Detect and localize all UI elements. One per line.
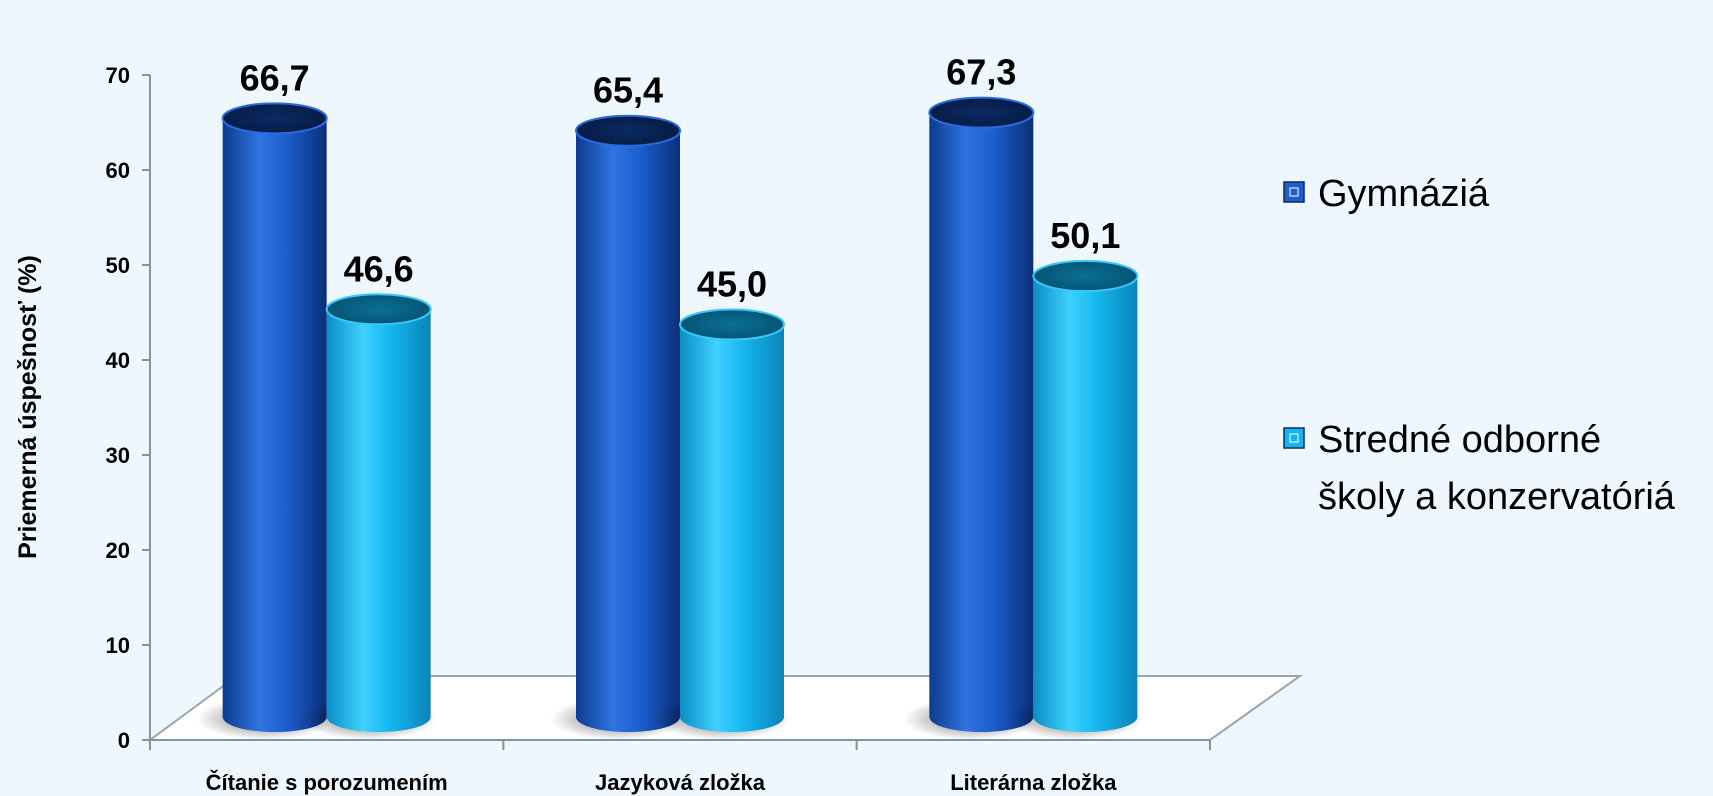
- legend-swatch-inner: [1289, 433, 1299, 443]
- y-tick-label: 0: [118, 728, 130, 753]
- data-label: 67,3: [946, 52, 1016, 93]
- bar-cap: [325, 293, 432, 326]
- bar-body: [326, 309, 431, 733]
- data-label: 65,4: [593, 70, 663, 111]
- bar-body: [576, 130, 680, 732]
- sos-bar: [654, 308, 790, 740]
- y-tick-label: 40: [106, 348, 130, 373]
- y-tick-label: 30: [106, 443, 130, 468]
- bar-body: [222, 118, 327, 732]
- y-tick-label: 10: [106, 633, 130, 658]
- x-category-label: Jazyková zložka: [595, 770, 766, 795]
- legend-swatch: [1283, 427, 1305, 449]
- legend-label: Gymnáziá: [1318, 173, 1490, 215]
- y-tick-label: 60: [106, 158, 130, 183]
- x-category-label: Literárna zložka: [950, 770, 1117, 795]
- gymnazia-bar: [550, 114, 686, 740]
- bar-body: [680, 324, 784, 732]
- sos-bar: [1007, 260, 1144, 740]
- bar-body: [1033, 276, 1138, 733]
- bar-cap: [679, 308, 785, 341]
- legend-item: Gymnáziá: [1283, 173, 1490, 215]
- legend-swatch-inner: [1289, 187, 1299, 197]
- bar-body: [929, 112, 1034, 732]
- data-label: 46,6: [344, 248, 414, 289]
- legend-swatch: [1283, 181, 1305, 203]
- sos-bar: [300, 293, 437, 740]
- bar-cap: [1032, 260, 1139, 293]
- bar-cap: [221, 102, 328, 135]
- data-label: 45,0: [697, 264, 767, 305]
- gymnazia-bar: [196, 102, 333, 740]
- x-category-label: Čítanie s porozumením: [206, 770, 448, 795]
- data-label: 50,1: [1050, 215, 1120, 256]
- bar-cap: [575, 114, 681, 147]
- y-tick-label: 70: [106, 63, 130, 88]
- data-label: 66,7: [240, 57, 310, 98]
- legend-label: školy a konzervatóriá: [1318, 476, 1676, 518]
- bar-cap: [928, 96, 1035, 129]
- legend-label: Stredné odborné: [1318, 419, 1601, 461]
- y-tick-label: 20: [106, 538, 130, 563]
- y-tick-label: 50: [106, 253, 130, 278]
- legend-item: Stredné odborné školy a konzervatóriá: [1283, 419, 1676, 518]
- gymnazia-bar: [903, 96, 1040, 740]
- y-axis-title: Priemerná úspešnosť (%): [14, 255, 42, 559]
